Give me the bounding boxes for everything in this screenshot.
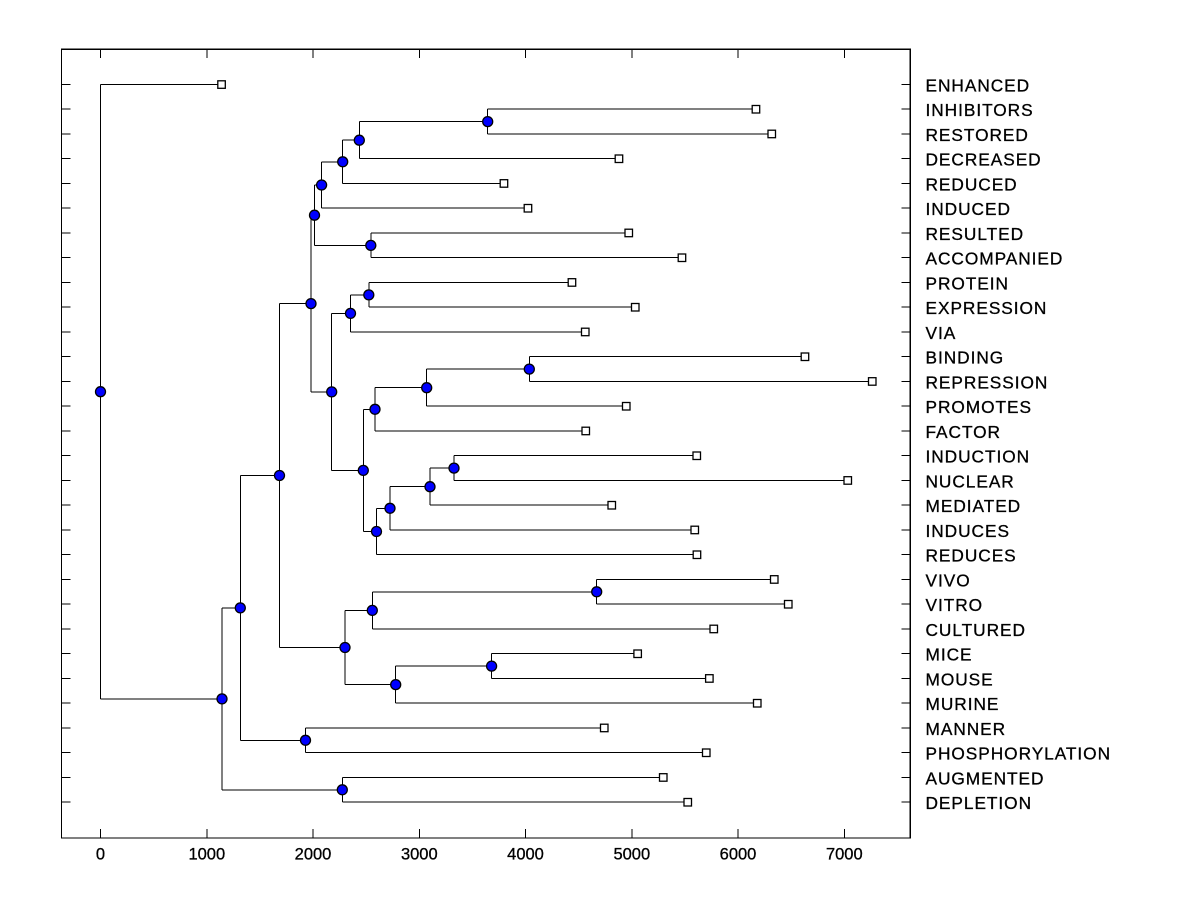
svg-text:DEPLETION: DEPLETION (926, 793, 1033, 813)
svg-text:EXPRESSION: EXPRESSION (926, 298, 1048, 318)
svg-text:INDUCED: INDUCED (926, 199, 1011, 219)
svg-text:REDUCES: REDUCES (926, 546, 1017, 566)
svg-text:PROTEIN: PROTEIN (926, 274, 1009, 294)
svg-text:7000: 7000 (826, 846, 863, 864)
svg-text:INHIBITORS: INHIBITORS (926, 100, 1034, 120)
svg-text:FACTOR: FACTOR (926, 422, 1001, 442)
svg-text:RESTORED: RESTORED (926, 125, 1029, 145)
svg-text:NUCLEAR: NUCLEAR (926, 472, 1015, 492)
svg-text:MANNER: MANNER (926, 719, 1007, 739)
svg-text:AUGMENTED: AUGMENTED (926, 769, 1045, 789)
svg-text:CULTURED: CULTURED (926, 620, 1026, 640)
svg-text:ENHANCED: ENHANCED (926, 76, 1031, 96)
svg-text:BINDING: BINDING (926, 348, 1005, 368)
svg-text:MICE: MICE (926, 645, 973, 665)
svg-text:ACCOMPANIED: ACCOMPANIED (926, 249, 1064, 269)
svg-text:MURINE: MURINE (926, 694, 1000, 714)
svg-text:REPRESSION: REPRESSION (926, 373, 1049, 393)
svg-text:1000: 1000 (188, 846, 225, 864)
svg-text:VIVO: VIVO (926, 571, 971, 591)
svg-text:PHOSPHORYLATION: PHOSPHORYLATION (926, 744, 1112, 764)
svg-text:2000: 2000 (295, 846, 332, 864)
svg-text:INDUCTION: INDUCTION (926, 447, 1031, 467)
svg-text:REDUCED: REDUCED (926, 175, 1018, 195)
svg-text:6000: 6000 (720, 846, 757, 864)
svg-text:VIA: VIA (926, 323, 957, 343)
svg-text:PROMOTES: PROMOTES (926, 397, 1033, 417)
svg-text:0: 0 (96, 846, 105, 864)
svg-text:3000: 3000 (401, 846, 438, 864)
svg-text:MOUSE: MOUSE (926, 670, 994, 690)
svg-text:DECREASED: DECREASED (926, 150, 1042, 170)
svg-text:5000: 5000 (613, 846, 650, 864)
svg-text:4000: 4000 (507, 846, 544, 864)
svg-text:VITRO: VITRO (926, 595, 984, 615)
svg-text:INDUCES: INDUCES (926, 521, 1010, 541)
svg-text:MEDIATED: MEDIATED (926, 496, 1022, 516)
svg-text:RESULTED: RESULTED (926, 224, 1025, 244)
